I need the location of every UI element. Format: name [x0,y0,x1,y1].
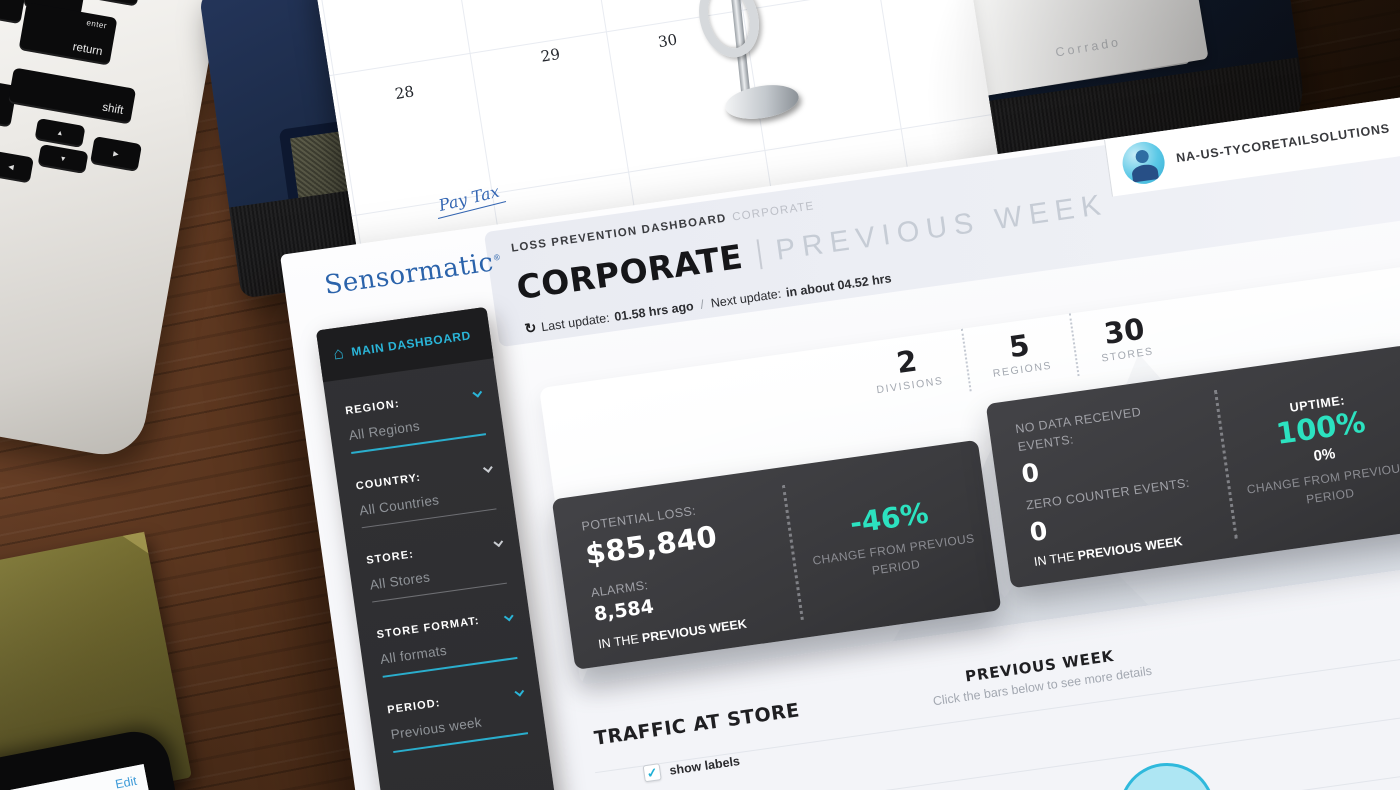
filter-store[interactable]: STORE: All Stores [365,536,507,603]
traffic-period-block: PREVIOUS WEEK Click the bars below to se… [845,630,1236,720]
next-update-label: Next update: [709,286,782,310]
events-period-prefix: IN THE [1033,549,1079,570]
period-ghost-title: PREVIOUS WEEK [773,188,1110,267]
paper-brand-text: Corrado [1054,34,1122,60]
chevron-down-icon [472,387,483,398]
phone-screen: Inbox Edit Search [0,764,184,790]
chevron-down-icon [482,462,493,473]
chart-bubble[interactable] [1112,756,1222,790]
traffic-section-heading: TRAFFIC AT STORE [592,699,802,750]
filter-country-label: COUNTRY: [355,471,422,493]
user-avatar [1119,139,1168,187]
home-icon: ⌂ [331,343,345,364]
events-left: NO DATA RECEIVED EVENTS: 0 ZERO COUNTER … [986,373,1238,589]
loss-period-strong: PREVIOUS WEEK [641,616,748,646]
update-separator: / [699,297,705,312]
filter-country-value: All Countries [358,492,441,519]
check-icon: ✓ [645,764,659,781]
filter-period[interactable]: PERIOD: Previous week [386,686,529,754]
filter-store-format-label: STORE FORMAT: [376,614,481,642]
filter-region[interactable]: REGION: All Regions [344,387,487,455]
phone-topbar: Inbox Edit [0,764,150,790]
calendar-day-28: 28 [393,82,416,104]
filter-store-value: All Stores [368,569,432,593]
sidebar-filters: REGION: All Regions COUNTRY: All Countri… [323,358,546,755]
loss-period-prefix: IN THE [597,631,644,652]
title-divider [756,238,763,269]
calendar-day-29: 29 [539,44,562,66]
show-labels-label: show labels [668,753,741,778]
chevron-down-icon [503,611,514,621]
key-label-enter: enter [85,18,108,31]
registered-mark: ® [492,252,502,263]
chevron-down-icon [514,686,525,697]
key-label-return: return [71,41,104,59]
loss-change-value: -46% [847,495,931,540]
user-name-label: NA-US-TYCORETAILSOLUTIONS [1175,121,1391,166]
chevron-down-icon [493,536,504,547]
refresh-icon[interactable]: ↻ [523,319,538,337]
key-label-shift: shift [101,101,125,118]
loss-change-label: CHANGE FROM PREVIOUS PERIOD [811,530,976,578]
sidebar: ⌂ MAIN DASHBOARD REGION: All Regions COU… [315,306,595,790]
breadcrumb-secondary: CORPORATE [731,200,816,224]
uptime-panel: UPTIME: 100% 0% CHANGE FROM PREVIOUS PER… [1213,362,1400,539]
phone-edit-link: Edit [114,773,138,790]
filter-country[interactable]: COUNTRY: All Countries [355,462,497,529]
last-update-label: Last update: [540,310,611,334]
show-labels-toggle[interactable]: ✓ show labels [642,752,741,783]
potential-loss-change: -46% CHANGE FROM PREVIOUS PERIOD [782,457,999,621]
filter-store-label: STORE: [365,548,415,567]
last-update-value: 01.58 hrs ago [613,298,695,324]
calendar-handwritten-note: Pay Tax [432,180,506,219]
filter-store-format[interactable]: STORE FORMAT: All formats [376,610,518,678]
filter-region-label: REGION: [344,397,401,418]
potential-loss-left: POTENTIAL LOSS: $85,840 ALARMS: 8,584 IN… [552,468,804,670]
uptime-change-value: 0% [1312,444,1337,465]
calendar-day-30: 30 [656,30,679,52]
next-update-value: in about 04.52 hrs [784,270,893,300]
brand-logo-text: Sensormatic [322,247,496,301]
sidebar-home-label: MAIN DASHBOARD [350,328,472,359]
show-labels-checkbox[interactable]: ✓ [642,763,662,783]
brand-logo: Sensormatic® [323,246,504,301]
uptime-change-label: CHANGE FROM PREVIOUS PERIOD [1245,459,1400,506]
uptime-value: 100% [1273,404,1368,451]
filter-period-label: PERIOD: [386,697,442,717]
